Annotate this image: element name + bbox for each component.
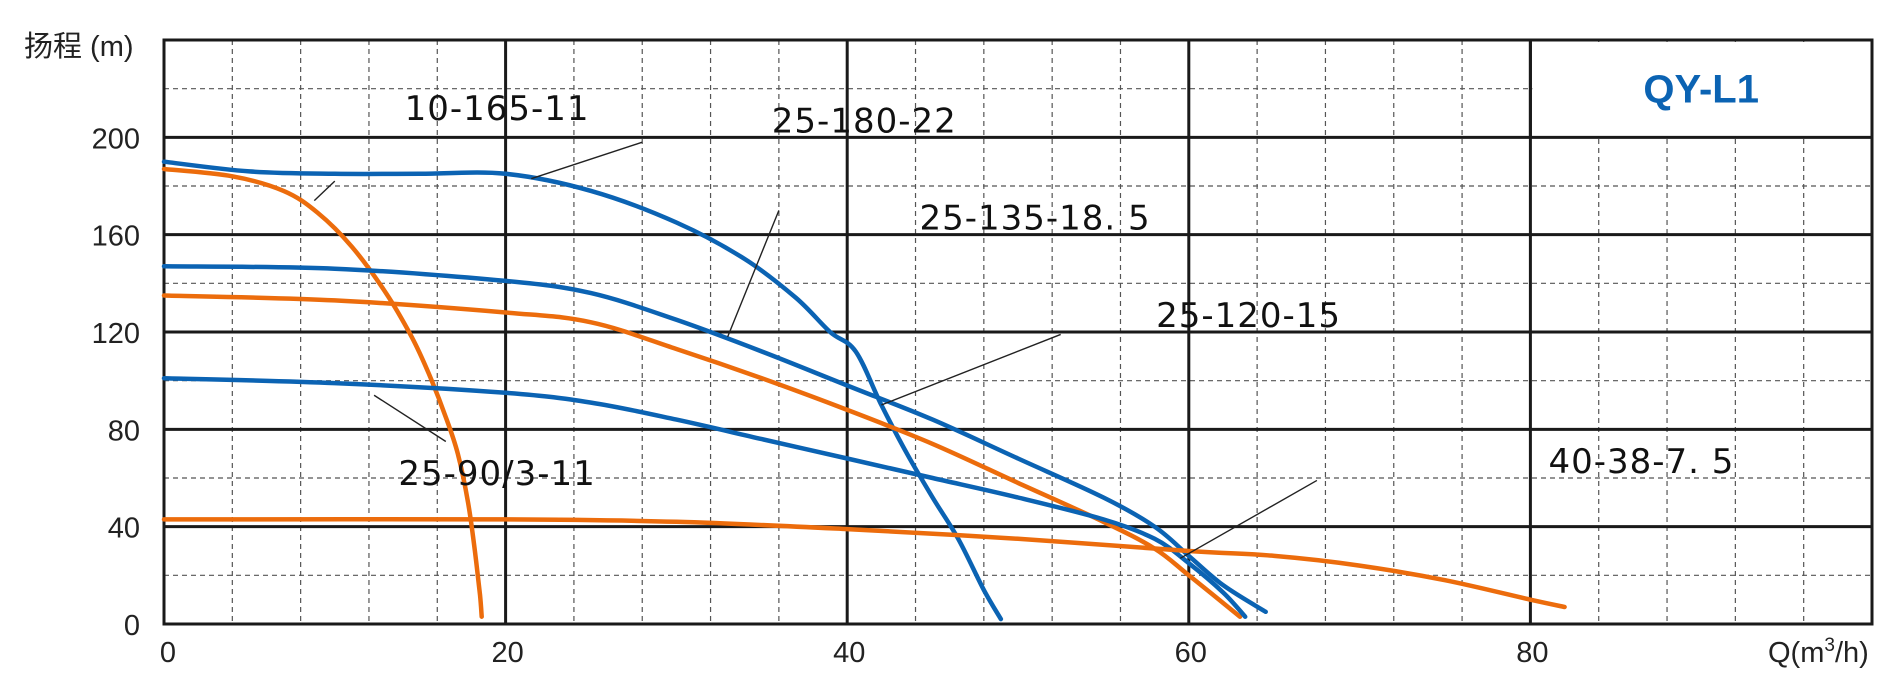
series-line-6 — [161, 516, 1567, 610]
x-axis-label-main: Q(m — [1768, 637, 1824, 669]
grid-major-lines — [164, 40, 1872, 624]
x-axis-label: Q(m3/h) — [1768, 635, 1869, 669]
x-tick-label: 20 — [491, 637, 523, 669]
series-label-4: 25-120-15 — [1156, 296, 1341, 336]
series-label-5: 25-90/3-11 — [398, 454, 595, 494]
series-line-3 — [161, 264, 1268, 615]
leader-line-1 — [313, 180, 336, 202]
series-line-2 — [161, 159, 1004, 622]
y-tick-label: 0 — [124, 610, 140, 642]
x-tick-label: 40 — [833, 637, 865, 669]
y-axis-label: 扬程 (m) — [24, 30, 134, 63]
leader-line-4 — [881, 333, 1061, 406]
y-axis-ticks: 0 40 80 120 160 200 — [92, 123, 140, 642]
series-label-1: 10-165-11 — [405, 89, 590, 129]
curve-labels: 10-165-11 25-180-22 25-135-18. 5 25-120-15 2… — [398, 89, 1734, 494]
y-tick-label: 160 — [92, 221, 140, 253]
series-label-6: 40-38-7. 5 — [1548, 442, 1734, 482]
series-line-4 — [161, 293, 1243, 619]
x-tick-label: 0 — [160, 637, 176, 669]
title-box — [1532, 42, 1870, 136]
leader-line-2 — [531, 141, 643, 180]
series-group — [161, 159, 1567, 622]
x-axis-label-sup: 3 — [1824, 635, 1835, 656]
y-tick-label: 120 — [92, 318, 140, 350]
y-tick-label: 40 — [108, 513, 140, 545]
x-tick-label: 60 — [1175, 637, 1207, 669]
x-axis-label-tail: /h) — [1835, 637, 1869, 669]
leader-line-6 — [1179, 479, 1318, 559]
series-line-1 — [161, 166, 484, 619]
leader-line-3 — [726, 210, 780, 338]
plot-frame — [162, 38, 1874, 626]
series-label-3: 25-135-18. 5 — [919, 199, 1150, 239]
series-line-5 — [161, 375, 1248, 619]
y-tick-label: 80 — [108, 415, 140, 447]
leader-line-5 — [373, 394, 447, 443]
y-tick-label: 200 — [92, 123, 140, 155]
series-label-2: 25-180-22 — [772, 101, 957, 141]
x-axis-ticks: 0 20 40 60 80 — [160, 637, 1549, 669]
leader-lines — [313, 141, 1318, 559]
chart-title: QY-L1 — [1643, 68, 1759, 112]
x-tick-label: 80 — [1516, 637, 1548, 669]
